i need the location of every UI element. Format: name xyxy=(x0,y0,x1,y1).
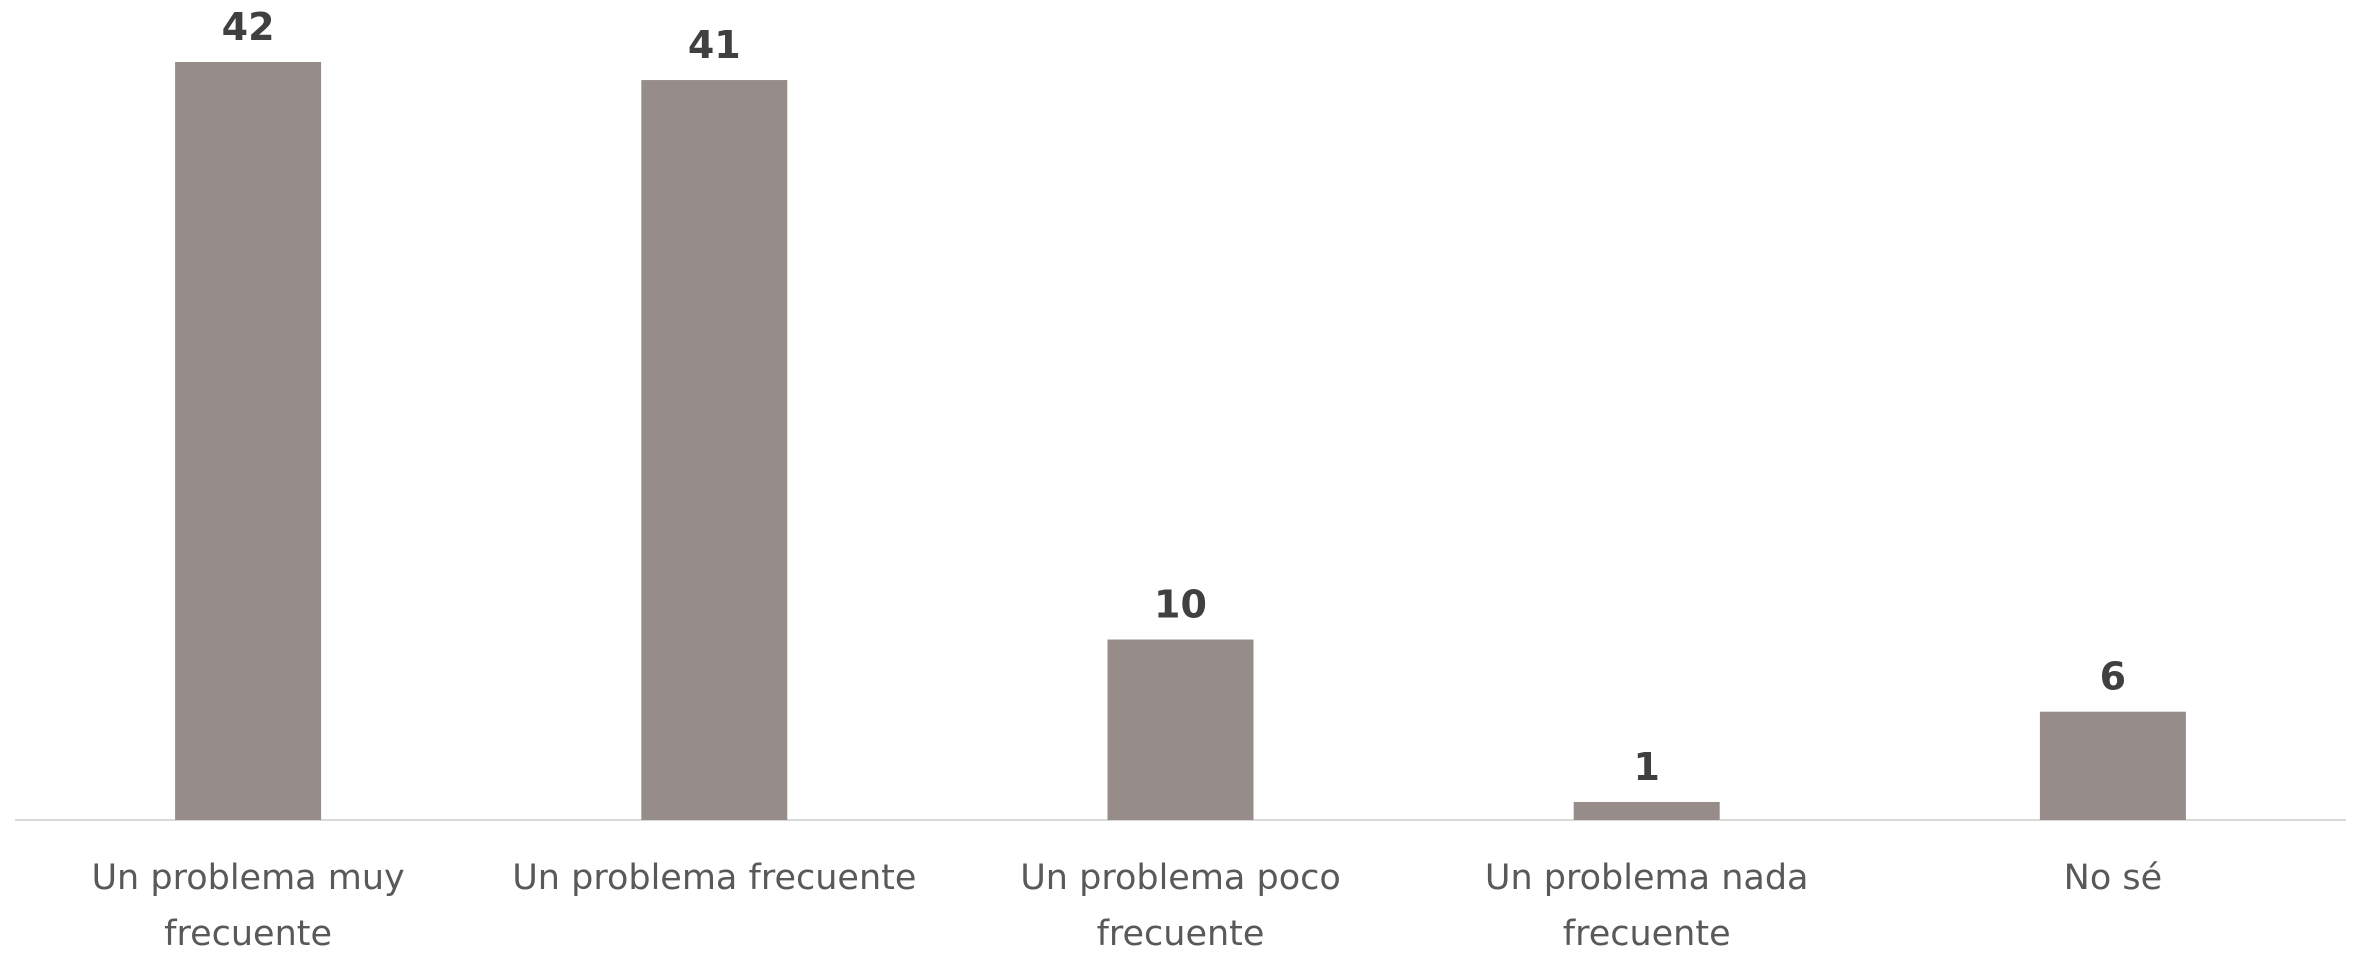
bar xyxy=(175,62,322,820)
bar xyxy=(1107,639,1254,820)
bar xyxy=(641,80,788,821)
x-tick-label: No sé xyxy=(2063,858,2163,898)
bar xyxy=(2039,711,2186,820)
bar xyxy=(1573,801,1720,820)
data-label: 42 xyxy=(222,5,275,49)
data-label: 6 xyxy=(2100,655,2126,699)
data-label: 10 xyxy=(1154,583,1207,627)
x-tick-label: Un problema poco frecuente xyxy=(1020,858,1341,953)
data-label: 41 xyxy=(688,23,741,67)
x-tick-label: Un problema frecuente xyxy=(512,858,917,898)
data-label: 1 xyxy=(1633,745,1659,789)
x-tick-label: Un problema nada frecuente xyxy=(1484,858,1809,953)
x-tick-label: Un problema muy frecuente xyxy=(91,858,405,953)
